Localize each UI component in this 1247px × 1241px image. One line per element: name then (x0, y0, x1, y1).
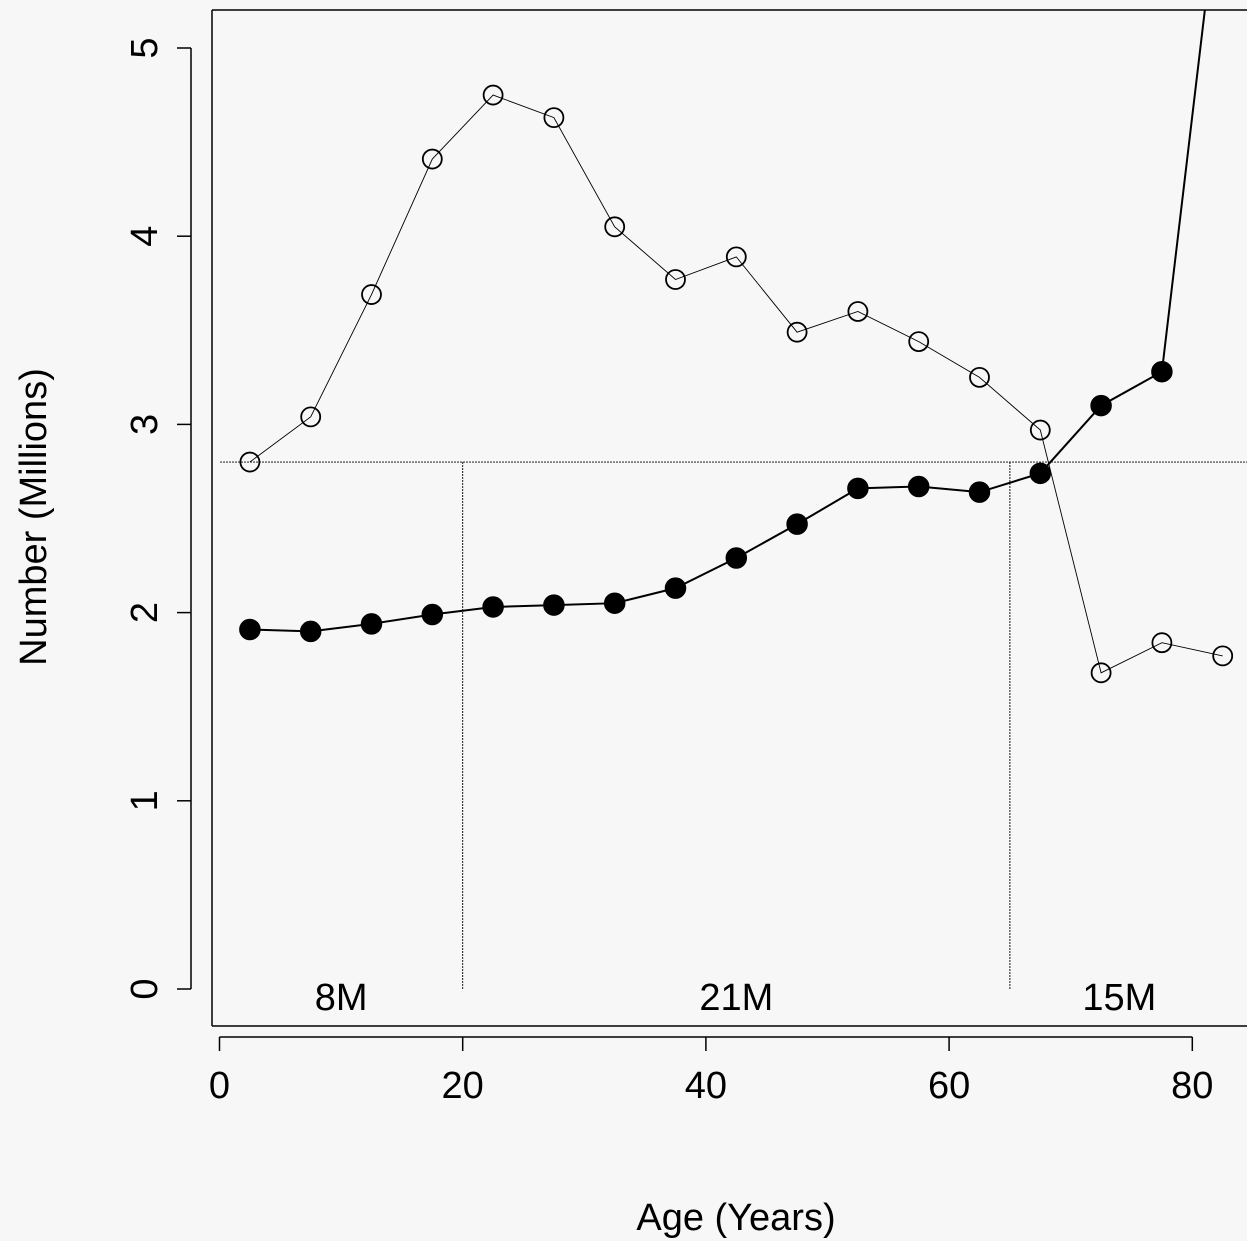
series-2-point (1090, 394, 1112, 417)
series-2-point (847, 477, 869, 500)
x-tick-label: 40 (685, 1065, 727, 1107)
series-2-point (968, 481, 991, 503)
series-1-point (543, 107, 565, 129)
series-1-point (482, 84, 504, 106)
series-1-point (1212, 645, 1234, 667)
y-tick-label: 3 (124, 414, 166, 435)
series-1-point (908, 331, 930, 352)
data-series (239, 10, 1234, 684)
series-1-point (969, 366, 990, 388)
series-1-point (665, 269, 686, 290)
y-tick-label: 1 (124, 790, 166, 811)
x-tick-label: 60 (928, 1065, 970, 1107)
series-1-point (239, 451, 261, 473)
x-tick-label: 0 (209, 1065, 230, 1107)
y-axis: 0 1 2 3 4 5 (124, 37, 192, 1000)
region-labels: 8M 21M 15M (315, 977, 1157, 1019)
series-2-line (249, 10, 1206, 633)
y-tick-label: 5 (124, 37, 166, 58)
series-2-point (725, 547, 748, 569)
x-tick-label: 20 (442, 1065, 484, 1107)
series-1-point (786, 321, 808, 343)
series-1-point (1090, 662, 1112, 684)
x-axis-title: Age (Years) (636, 1197, 835, 1239)
x-tick-label: 80 (1171, 1065, 1213, 1107)
series-2-point (1151, 360, 1173, 383)
series-2-point (603, 592, 626, 614)
region-label: 21M (699, 977, 773, 1019)
series-1-point (847, 301, 869, 322)
series-2-point (239, 618, 261, 641)
y-tick-label: 0 (124, 978, 166, 999)
series-2-point (664, 577, 687, 599)
series-2-point (299, 620, 322, 643)
series-1-point (421, 148, 443, 170)
series-2-point (1029, 462, 1052, 485)
series-2-point (360, 613, 383, 635)
series-1-point (604, 216, 626, 238)
series-1-point (1029, 419, 1051, 441)
x-axis: 0 20 40 60 80 (209, 1036, 1213, 1107)
series-2-point (421, 603, 444, 626)
series-1-line (249, 94, 1223, 674)
y-tick-label: 2 (124, 602, 166, 623)
reference-lines (220, 461, 1247, 989)
y-axis-title: Number (Millions) (13, 368, 55, 666)
series-1-point (725, 246, 747, 268)
series-1-point (1151, 632, 1173, 654)
y-tick-label: 4 (124, 226, 166, 247)
region-label: 8M (315, 977, 368, 1019)
series-2-point (482, 596, 504, 618)
series-1-point (361, 284, 382, 305)
series-2-point (907, 475, 930, 498)
series-1-point (300, 406, 322, 428)
region-label: 15M (1082, 977, 1156, 1019)
series-2-point (543, 594, 565, 616)
series-2-point (786, 513, 808, 535)
